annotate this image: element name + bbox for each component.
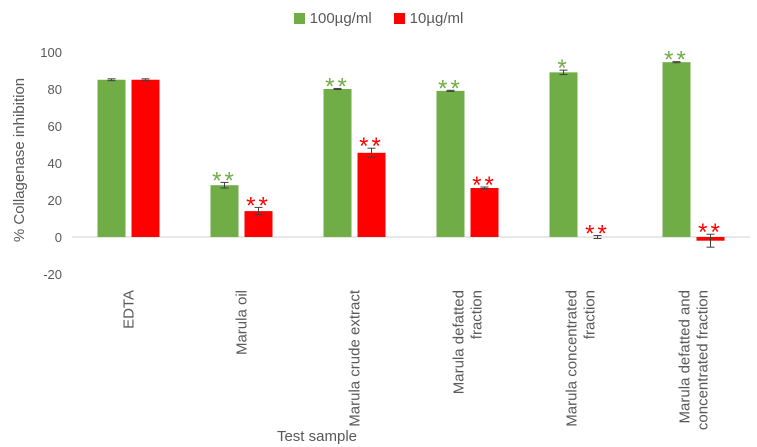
legend-label-100: 100µg/ml — [309, 10, 372, 27]
legend-swatch-100 — [293, 13, 305, 24]
legend-item-100: 100µg/ml — [293, 10, 372, 27]
bar — [549, 72, 578, 237]
bar — [357, 152, 386, 237]
y-tick-label: 80 — [48, 82, 62, 97]
y-tick-label: 0 — [55, 230, 62, 245]
significance-label: ** — [698, 219, 723, 246]
bar — [662, 62, 691, 237]
bar — [244, 211, 273, 237]
significance-label: ** — [664, 47, 689, 74]
x-axis-label: Test sample — [277, 428, 357, 445]
x-tick-label: Marula concentratedfraction — [564, 290, 599, 427]
legend-item-10: 10µg/ml — [393, 10, 464, 27]
y-tick-label: 40 — [48, 156, 62, 171]
y-tick-label: 100 — [40, 45, 62, 60]
bar — [323, 89, 352, 237]
x-tick-label: EDTA — [121, 290, 138, 329]
x-tick-label: Marula defatted andconcentrated fraction — [677, 290, 712, 430]
significance-label: ** — [359, 133, 384, 160]
legend-label-10: 10µg/ml — [409, 10, 464, 27]
bar — [436, 90, 465, 237]
significance-label: ** — [325, 73, 350, 100]
significance-label: ** — [585, 221, 610, 248]
y-axis-label: % Collagenase inhibition — [11, 78, 28, 242]
legend-swatch-10 — [393, 13, 405, 24]
x-tick-label: Marula crude extract — [347, 289, 364, 427]
x-tick-label: Marula defattedfraction — [451, 290, 486, 394]
x-tick-label: Marula oil — [234, 290, 251, 355]
y-tick-label: 20 — [48, 193, 62, 208]
bar — [131, 79, 160, 237]
y-tick-label: -20 — [43, 267, 62, 282]
significance-label: ** — [438, 75, 463, 102]
significance-label: * — [557, 55, 569, 82]
significance-label: ** — [212, 167, 237, 194]
significance-label: ** — [246, 192, 271, 219]
legend: 100µg/ml 10µg/ml — [0, 10, 757, 27]
bar — [470, 187, 499, 237]
y-tick-label: 60 — [48, 119, 62, 134]
bar — [97, 79, 126, 237]
bar — [210, 185, 239, 237]
significance-label: ** — [472, 172, 497, 199]
